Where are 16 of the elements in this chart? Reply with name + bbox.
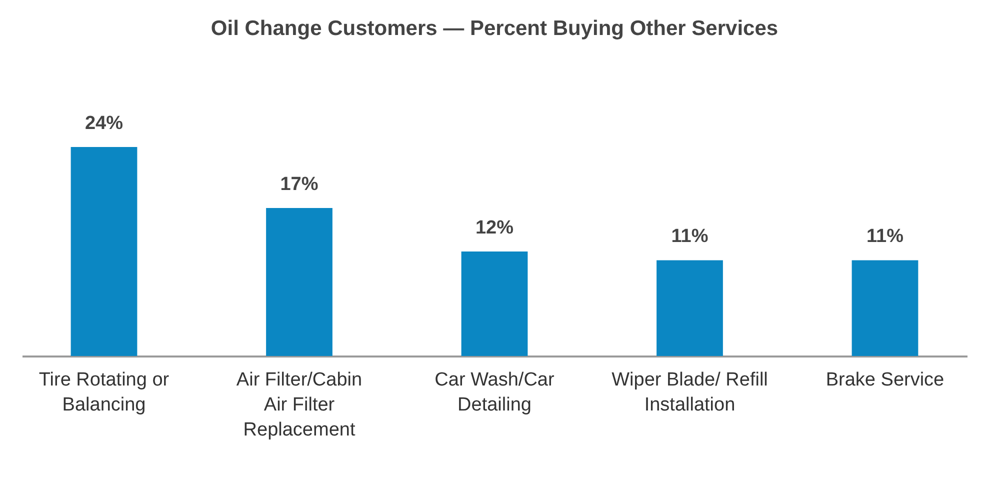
bar [852,260,918,356]
data-label: 12% [475,218,514,238]
bar [266,208,332,356]
data-label: 11% [866,226,904,248]
bar [461,252,528,356]
data-label: 11% [671,226,708,248]
x-tick-label: Brake Service [826,370,944,390]
data-label: 24% [84,113,124,134]
x-tick-label: Wiper Blade/ Refill Installation [612,370,768,416]
bar [70,147,138,356]
x-tick-label: Air Filter/Cabin Air Filter Replacement [236,370,362,440]
x-tick-label: Car Wash/Car Detailing [434,370,555,416]
x-tick-label: Tire Rotating or Balancing [38,370,170,416]
data-label: 17% [280,174,318,195]
bar [656,260,723,356]
chart-title: Oil Change Customers — Percent Buying Other Services [210,17,778,40]
